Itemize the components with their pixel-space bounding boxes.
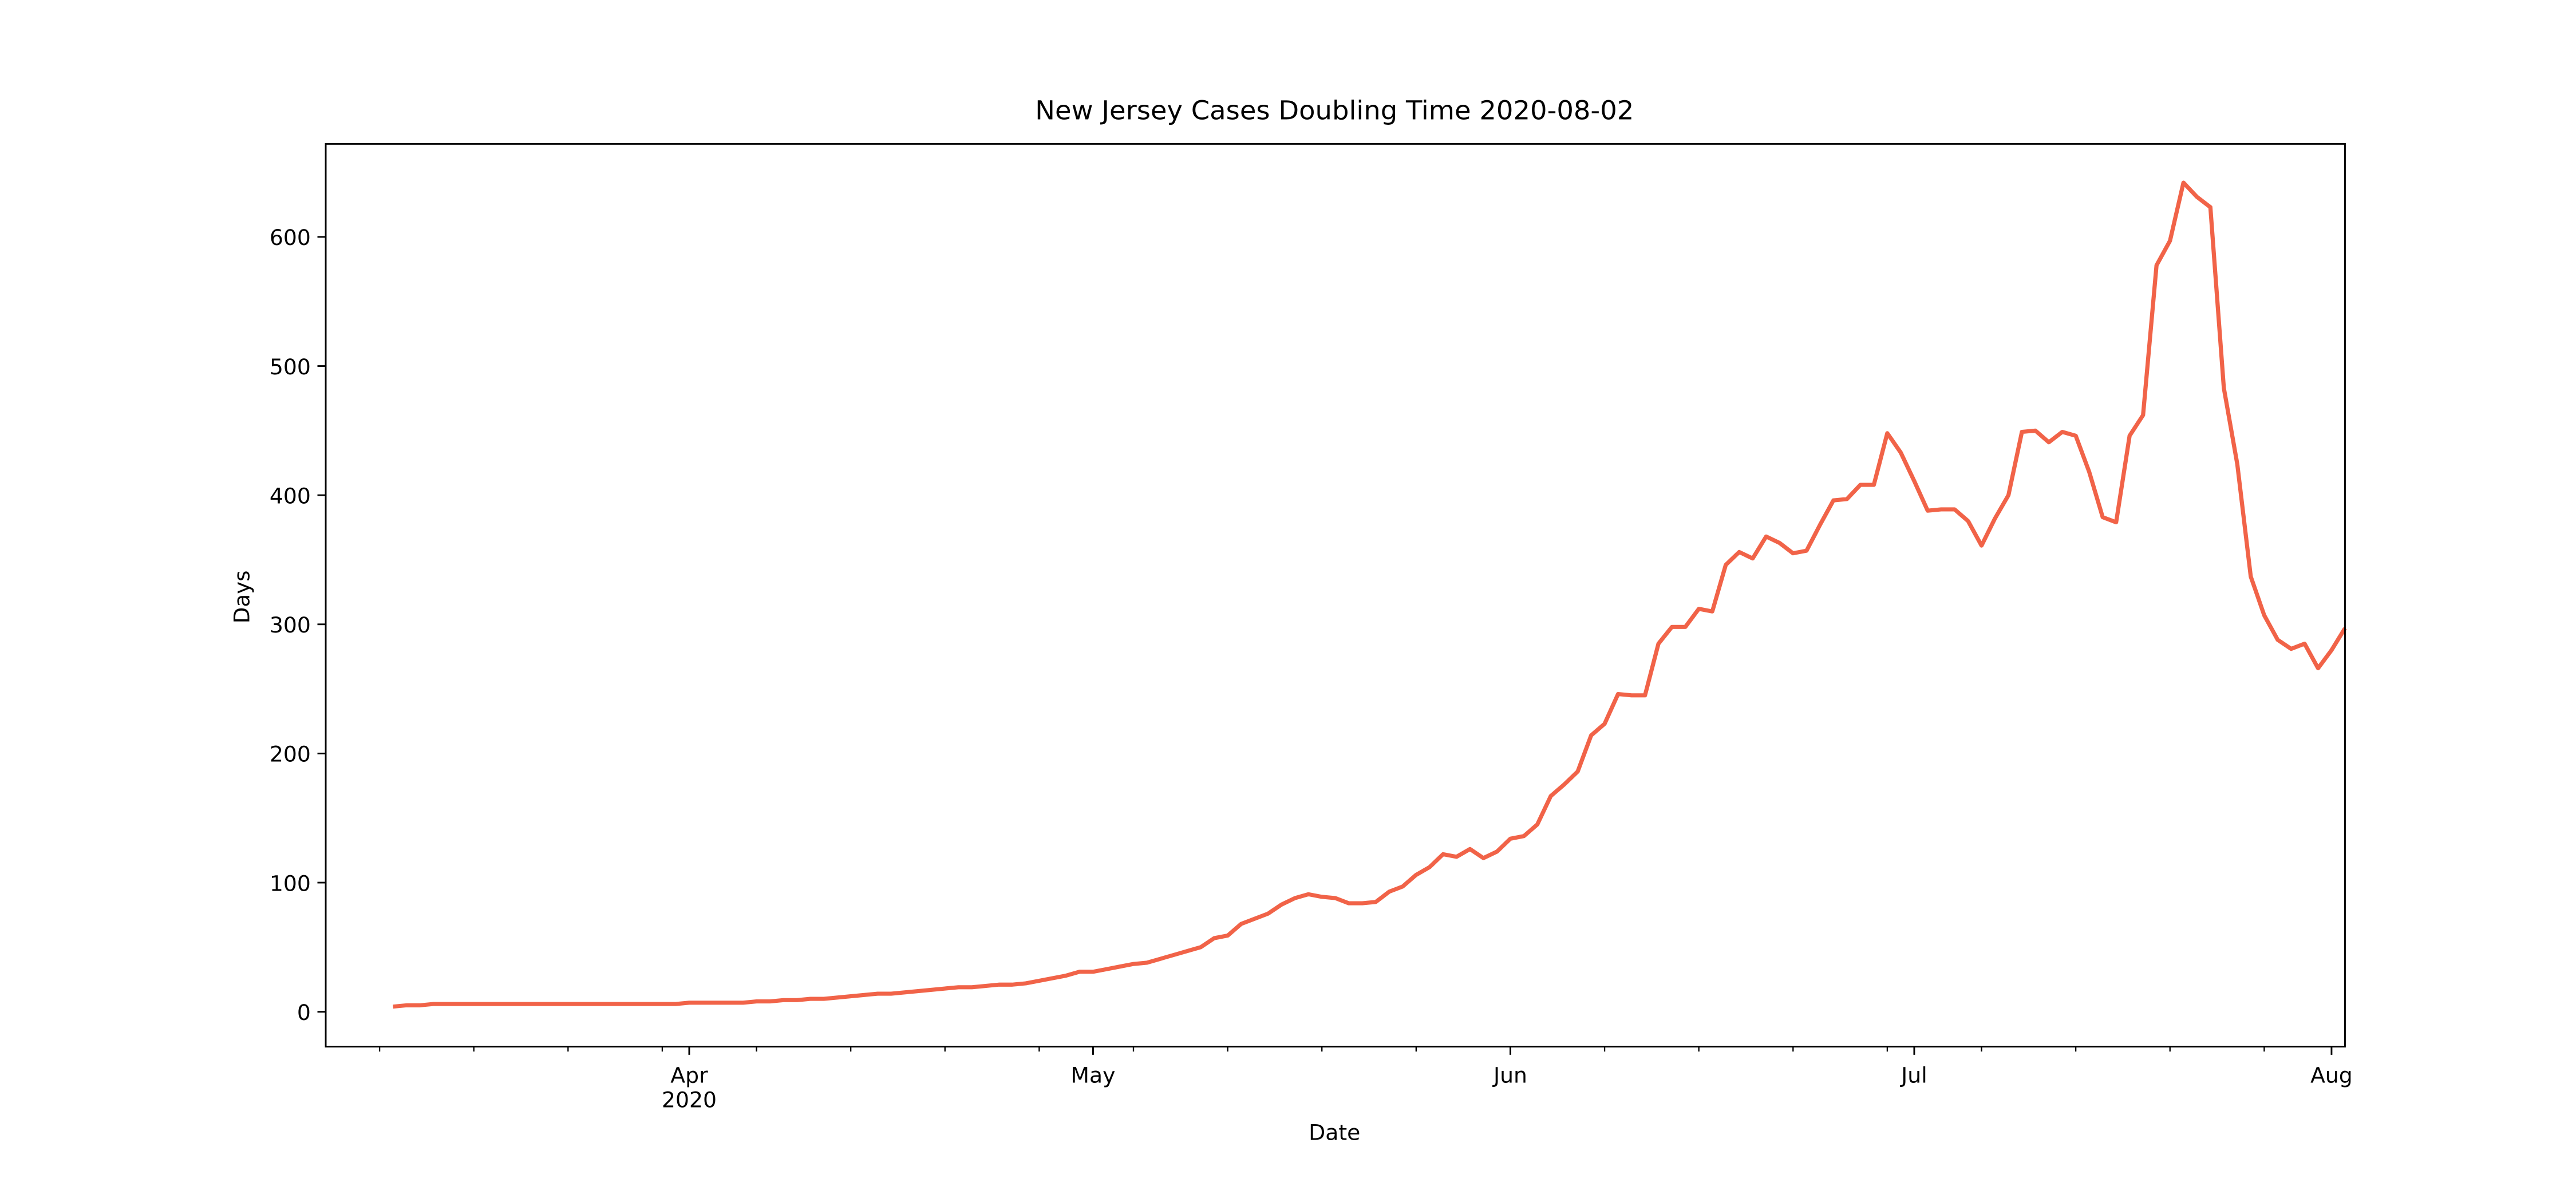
y-tick-label: 300	[270, 612, 311, 638]
x-axis-label: Date	[1309, 1120, 1360, 1145]
plot-frame	[325, 143, 2346, 1047]
y-tick-label: 600	[270, 225, 311, 250]
x-tick-label: Jul	[1900, 1063, 1927, 1088]
y-tick-label: 500	[270, 354, 311, 379]
x-tick-label: Apr	[670, 1063, 708, 1088]
y-axis-label: Days	[229, 571, 254, 624]
x-tick-label: Jun	[1492, 1063, 1527, 1088]
x-tick-sublabel: 2020	[662, 1088, 717, 1113]
x-tick-label: Aug	[2310, 1063, 2353, 1088]
chart-title: New Jersey Cases Doubling Time 2020-08-0…	[1035, 95, 1634, 126]
y-tick-label: 200	[270, 742, 311, 767]
y-tick-label: 400	[270, 484, 311, 509]
y-tick-label: 100	[270, 871, 311, 896]
x-tick-label: May	[1070, 1063, 1115, 1088]
data-line	[393, 180, 2347, 1009]
y-tick-label: 0	[297, 1000, 311, 1025]
